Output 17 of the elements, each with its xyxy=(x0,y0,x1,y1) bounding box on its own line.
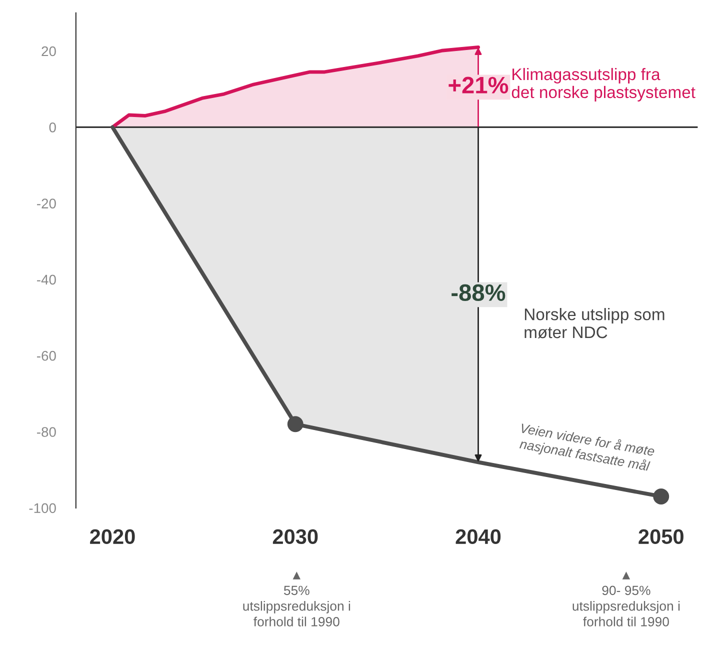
annotation: Veien videre for å møte nasjonalt fastsatte mål xyxy=(518,422,656,474)
y-tick-label: -40 xyxy=(37,274,56,285)
y-tick-label: -80 xyxy=(37,427,56,437)
text: ▲ 55% utslippsreduksjon i forhold til 1990 xyxy=(243,572,350,626)
text: ▲ 90- 95% utslippsreduksjon i forhold til 1990 xyxy=(572,572,680,626)
x-tick-label: 2030 xyxy=(272,529,318,544)
y-tick-label: -60 xyxy=(37,350,56,361)
x-tick-label: 2050 xyxy=(638,529,684,544)
annotation: Klimagassutslipp fra det norske plastsystemet xyxy=(512,68,696,102)
y-tick-label: -100 xyxy=(29,503,56,514)
x-tick-label: 2020 xyxy=(90,529,135,544)
y-tick-label: 20 xyxy=(42,46,56,56)
annotation: Norske utslipp som møter NDC xyxy=(524,308,664,338)
y-tick-label: 0 xyxy=(49,122,56,132)
y-tick-label: -20 xyxy=(37,198,56,208)
annotation: +21% xyxy=(448,76,508,94)
x-tick-label: 2040 xyxy=(456,529,501,544)
